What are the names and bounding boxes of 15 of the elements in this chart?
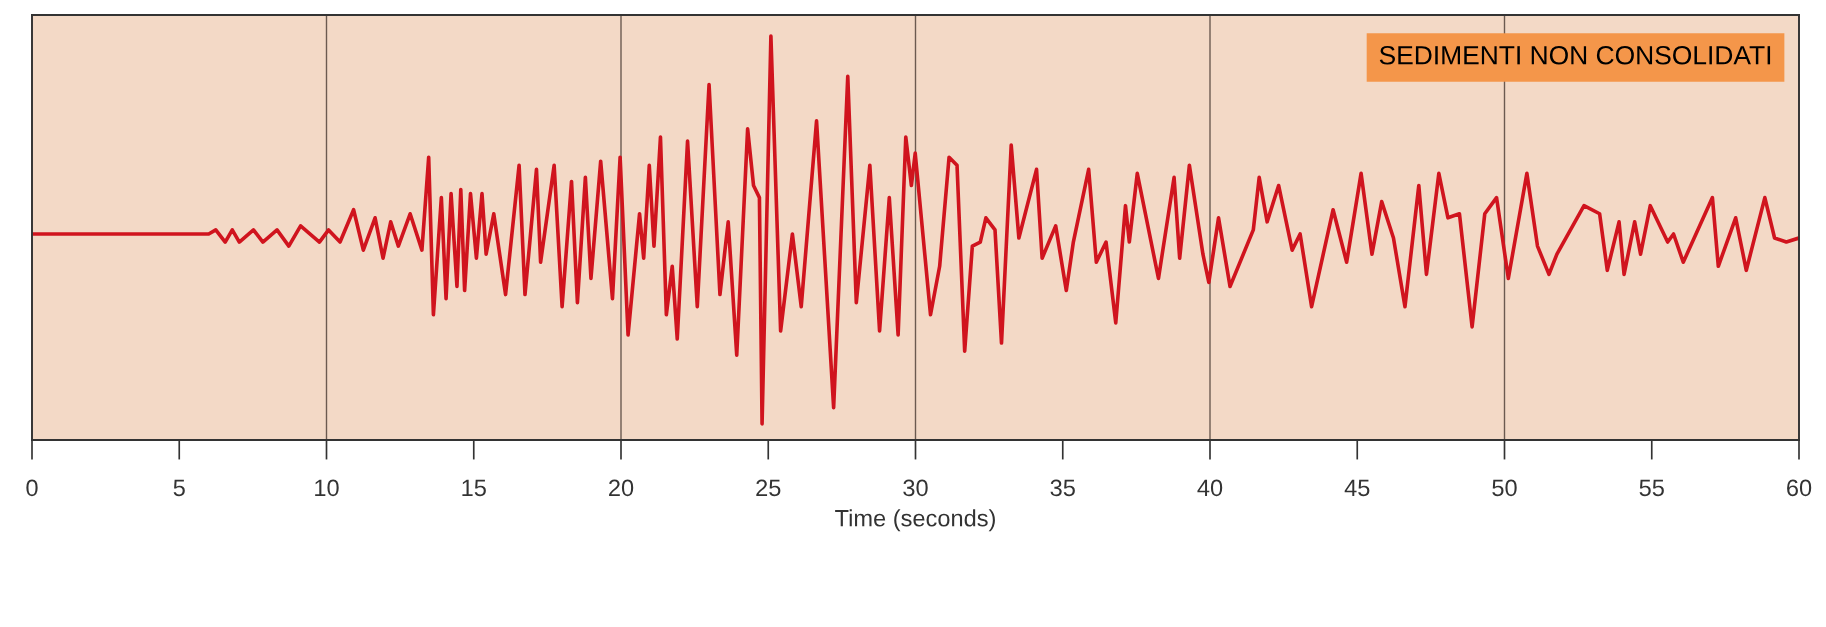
x-tick-label: 10 (315, 479, 339, 497)
x-tick-label: 55 (1639, 479, 1664, 497)
x-axis-title: Time (seconds) (835, 509, 995, 532)
x-tick-label: 35 (1050, 479, 1075, 497)
x-tick-label: 60 (1787, 479, 1812, 497)
x-tick-label: 45 (1344, 479, 1370, 497)
x-tick-label: 0 (26, 479, 38, 497)
x-tick-label: 30 (903, 479, 928, 497)
x-tick-label: 15 (462, 479, 486, 497)
x-tick-label: 5 (173, 479, 185, 497)
annotation: SEDIMENTI NON CONSOLIDATI (1379, 45, 1771, 65)
x-tick-label: 20 (609, 479, 634, 497)
x-tick-label: 40 (1197, 479, 1223, 497)
x-tick-label: 25 (756, 479, 781, 497)
x-tick-label: 50 (1492, 479, 1517, 497)
